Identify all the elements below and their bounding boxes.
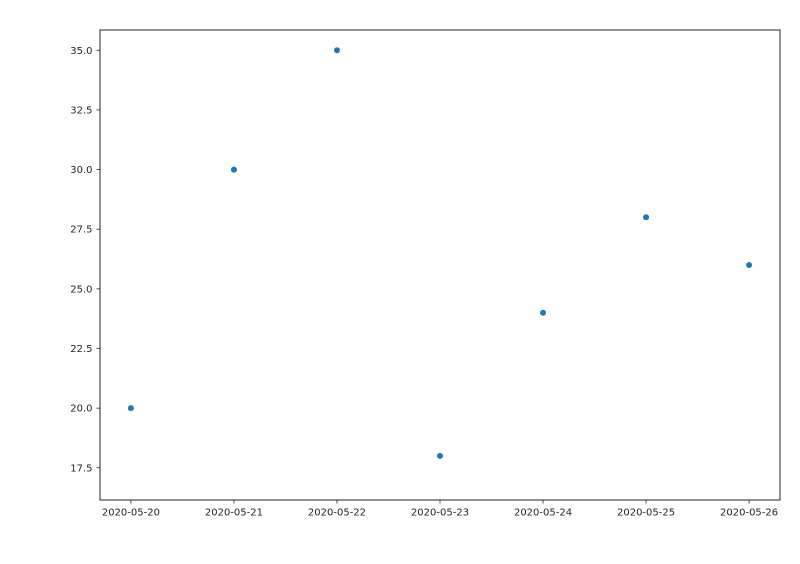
x-tick-label: 2020-05-20 xyxy=(102,508,160,519)
x-tick-label: 2020-05-25 xyxy=(617,508,675,519)
x-tick-label: 2020-05-26 xyxy=(720,508,778,519)
y-tick-label: 25.0 xyxy=(70,284,92,295)
data-point xyxy=(128,405,134,411)
data-point xyxy=(643,214,649,220)
y-tick-label: 32.5 xyxy=(70,105,92,116)
data-point xyxy=(746,262,752,268)
y-tick-label: 22.5 xyxy=(70,344,92,355)
y-tick-label: 35.0 xyxy=(70,46,92,57)
data-point xyxy=(540,310,546,316)
scatter-chart: 2020-05-20 2020-05-21 2020-05-22 2020-05-23… xyxy=(0,0,800,564)
x-tick-label: 2020-05-24 xyxy=(514,508,572,519)
x-tick-label: 2020-05-22 xyxy=(308,508,366,519)
x-tick-label: 2020-05-23 xyxy=(411,508,469,519)
data-point xyxy=(334,47,340,53)
y-tick-label: 17.5 xyxy=(70,463,92,474)
data-point xyxy=(437,453,443,459)
chart-svg: 2020-05-20 2020-05-21 2020-05-22 2020-05-23… xyxy=(0,0,800,564)
y-tick-label: 27.5 xyxy=(70,225,92,236)
data-point xyxy=(231,167,237,173)
chart-background xyxy=(0,0,800,564)
y-tick-label: 20.0 xyxy=(70,404,92,415)
x-tick-label: 2020-05-21 xyxy=(205,508,263,519)
y-tick-label: 30.0 xyxy=(70,165,92,176)
